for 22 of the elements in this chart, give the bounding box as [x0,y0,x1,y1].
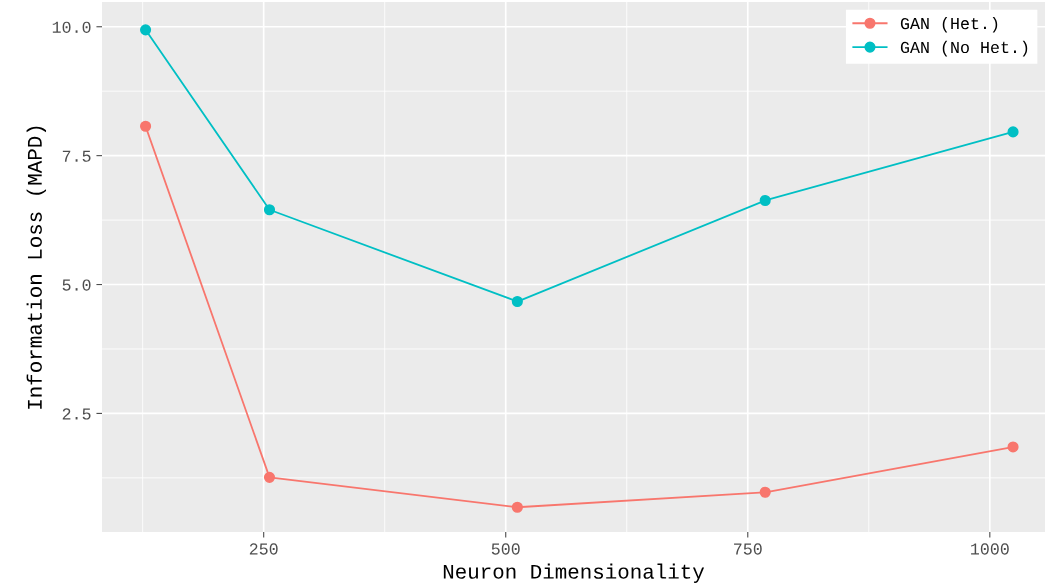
point [263,204,276,216]
point [511,501,523,513]
point [1007,126,1019,138]
x-tick-label: 1000 [971,543,1009,555]
y-tick-label: 7.5 [62,150,91,162]
point [759,486,771,498]
point [759,194,771,207]
point [140,24,152,36]
y-tick-label: 2.5 [62,408,91,420]
y-tick-label: 10.0 [52,21,91,33]
point [511,295,523,308]
point [140,120,152,132]
legend-label: GAN (No Het.) [900,40,1028,57]
x-axis-title: Neuron Dimensionality [443,563,705,583]
point [263,471,276,483]
y-tick-label: 5.0 [62,279,91,291]
legend-label: GAN (Het.) [900,17,998,33]
point [1007,441,1019,453]
x-tick-label: 250 [249,543,278,555]
x-tick-label: 500 [491,543,520,555]
x-tick-label: 750 [734,543,762,555]
y-axis-title: Information Loss (MAPD) [26,126,47,409]
